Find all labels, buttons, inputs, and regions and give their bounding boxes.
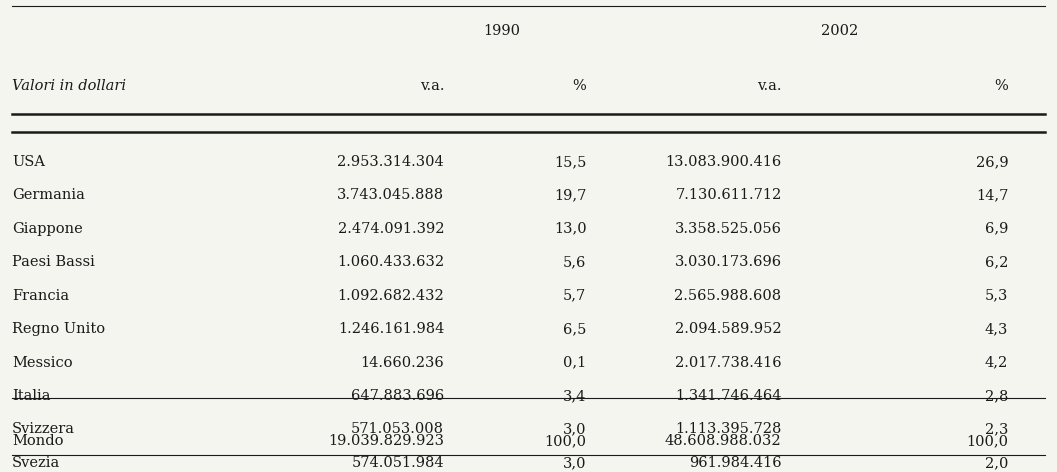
Text: 19.039.829.923: 19.039.829.923 (328, 434, 444, 448)
Text: 100,0: 100,0 (544, 434, 587, 448)
Text: Paesi Bassi: Paesi Bassi (12, 255, 95, 269)
Text: 1990: 1990 (484, 24, 521, 38)
Text: 3,0: 3,0 (563, 422, 587, 437)
Text: Italia: Italia (12, 389, 51, 403)
Text: Francia: Francia (12, 289, 69, 303)
Text: 2,3: 2,3 (985, 422, 1008, 437)
Text: 2.474.091.392: 2.474.091.392 (337, 222, 444, 236)
Text: 3.358.525.056: 3.358.525.056 (674, 222, 781, 236)
Text: 14.660.236: 14.660.236 (360, 355, 444, 370)
Text: 2002: 2002 (821, 24, 858, 38)
Text: 1.060.433.632: 1.060.433.632 (337, 255, 444, 269)
Text: 574.051.984: 574.051.984 (352, 456, 444, 470)
Text: 3.743.045.888: 3.743.045.888 (337, 188, 444, 202)
Text: 2,0: 2,0 (985, 456, 1008, 470)
Text: Messico: Messico (12, 355, 73, 370)
Text: 13,0: 13,0 (554, 222, 587, 236)
Text: Svezia: Svezia (12, 456, 60, 470)
Text: 6,5: 6,5 (563, 322, 587, 336)
Text: 3.030.173.696: 3.030.173.696 (674, 255, 781, 269)
Text: Valori in dollari: Valori in dollari (12, 79, 126, 93)
Text: 5,3: 5,3 (985, 289, 1008, 303)
Text: 5,6: 5,6 (563, 255, 587, 269)
Text: 1.246.161.984: 1.246.161.984 (338, 322, 444, 336)
Text: 2.017.738.416: 2.017.738.416 (674, 355, 781, 370)
Text: 14,7: 14,7 (976, 188, 1008, 202)
Text: 5,7: 5,7 (563, 289, 587, 303)
Text: Svizzera: Svizzera (12, 422, 75, 437)
Text: 13.083.900.416: 13.083.900.416 (665, 155, 781, 169)
Text: v.a.: v.a. (420, 79, 444, 93)
Text: 6,9: 6,9 (985, 222, 1008, 236)
Text: 26,9: 26,9 (976, 155, 1008, 169)
Text: 48.608.988.032: 48.608.988.032 (665, 434, 781, 448)
Text: 7.130.611.712: 7.130.611.712 (675, 188, 781, 202)
Text: 3,0: 3,0 (563, 456, 587, 470)
Text: 2.953.314.304: 2.953.314.304 (337, 155, 444, 169)
Text: 4,3: 4,3 (985, 322, 1008, 336)
Text: 1.092.682.432: 1.092.682.432 (337, 289, 444, 303)
Text: 2,8: 2,8 (985, 389, 1008, 403)
Text: 2.094.589.952: 2.094.589.952 (674, 322, 781, 336)
Text: 15,5: 15,5 (554, 155, 587, 169)
Text: Giappone: Giappone (12, 222, 82, 236)
Text: %: % (995, 79, 1008, 93)
Text: Mondo: Mondo (12, 434, 63, 448)
Text: 6,2: 6,2 (985, 255, 1008, 269)
Text: 2.565.988.608: 2.565.988.608 (674, 289, 781, 303)
Text: 1.113.395.728: 1.113.395.728 (675, 422, 781, 437)
Text: %: % (573, 79, 587, 93)
Text: 1.341.746.464: 1.341.746.464 (675, 389, 781, 403)
Text: 100,0: 100,0 (966, 434, 1008, 448)
Text: USA: USA (12, 155, 45, 169)
Text: 961.984.416: 961.984.416 (689, 456, 781, 470)
Text: 647.883.696: 647.883.696 (351, 389, 444, 403)
Text: Germania: Germania (12, 188, 85, 202)
Text: 3,4: 3,4 (563, 389, 587, 403)
Text: Regno Unito: Regno Unito (12, 322, 105, 336)
Text: 4,2: 4,2 (985, 355, 1008, 370)
Text: 19,7: 19,7 (554, 188, 587, 202)
Text: 571.053.008: 571.053.008 (351, 422, 444, 437)
Text: 0,1: 0,1 (563, 355, 587, 370)
Text: v.a.: v.a. (757, 79, 781, 93)
